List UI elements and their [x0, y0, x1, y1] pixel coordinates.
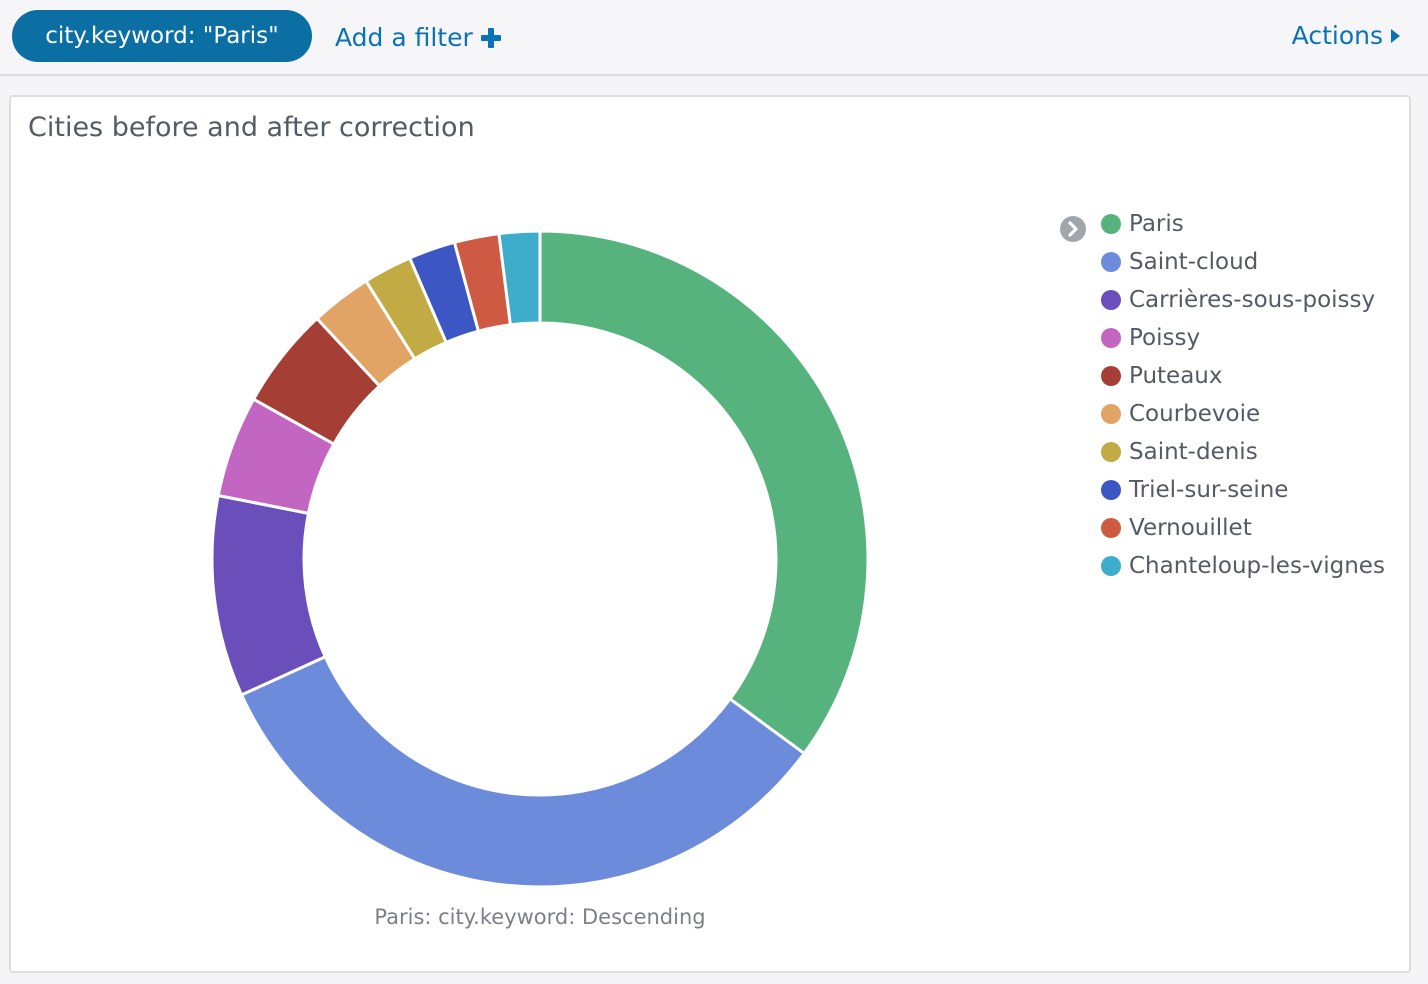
legend-list: Paris Saint-cloud Carrières-sous-poissy Poi… — [1101, 205, 1385, 585]
legend-item[interactable]: Carrières-sous-poissy — [1101, 281, 1385, 319]
legend-item[interactable]: Saint-cloud — [1101, 243, 1385, 281]
donut-slice-paris[interactable] — [538, 229, 870, 756]
legend-color-dot — [1101, 442, 1121, 462]
donut-slice-saint-cloud[interactable] — [239, 654, 807, 889]
legend-item[interactable]: Saint-denis — [1101, 433, 1385, 471]
legend-label: Paris — [1129, 211, 1184, 237]
legend-label: Chanteloup-les-vignes — [1129, 553, 1385, 579]
legend-label: Puteaux — [1129, 363, 1223, 389]
legend-color-dot — [1101, 404, 1121, 424]
legend-label: Saint-cloud — [1129, 249, 1259, 275]
legend-item[interactable]: Poissy — [1101, 319, 1385, 357]
legend-color-dot — [1101, 290, 1121, 310]
legend-label: Vernouillet — [1129, 515, 1252, 541]
legend-label: Carrières-sous-poissy — [1129, 287, 1376, 313]
filter-bar: city.keyword: "Paris" Add a filter Actio… — [0, 0, 1428, 76]
legend-label: Courbevoie — [1129, 401, 1261, 427]
legend-item[interactable]: Paris — [1101, 205, 1385, 243]
legend-color-dot — [1101, 252, 1121, 272]
chart-caption: Paris: city.keyword: Descending — [374, 905, 706, 929]
legend-item[interactable]: Vernouillet — [1101, 509, 1385, 547]
add-filter-label: Add a filter — [335, 23, 473, 52]
legend-color-dot — [1101, 556, 1121, 576]
add-filter-button[interactable]: Add a filter — [335, 20, 501, 56]
legend-toggle-icon[interactable] — [1059, 215, 1087, 243]
actions-label: Actions — [1291, 21, 1383, 50]
actions-button[interactable]: Actions — [1292, 18, 1400, 54]
legend-color-dot — [1101, 214, 1121, 234]
active-filter-pill[interactable]: city.keyword: "Paris" — [12, 10, 312, 62]
caret-right-icon — [1391, 29, 1400, 43]
plus-icon — [480, 28, 501, 48]
donut-slice-chanteloup-les-vignes[interactable] — [497, 229, 542, 327]
legend-label: Triel-sur-seine — [1129, 477, 1289, 503]
legend-color-dot — [1101, 480, 1121, 500]
legend-item[interactable]: Courbevoie — [1101, 395, 1385, 433]
donut-chart — [210, 229, 870, 889]
visualization-panel: Cities before and after correction Paris… — [9, 95, 1411, 973]
legend-color-dot — [1101, 518, 1121, 538]
legend-item[interactable]: Chanteloup-les-vignes — [1101, 547, 1385, 585]
panel-title: Cities before and after correction — [28, 112, 475, 143]
legend-item[interactable]: Puteaux — [1101, 357, 1385, 395]
legend-item[interactable]: Triel-sur-seine — [1101, 471, 1385, 509]
donut-slice-carri-res-sous-poissy[interactable] — [210, 493, 328, 697]
legend-color-dot — [1101, 328, 1121, 348]
legend-color-dot — [1101, 366, 1121, 386]
legend-label: Poissy — [1129, 325, 1201, 351]
legend-label: Saint-denis — [1129, 439, 1258, 465]
